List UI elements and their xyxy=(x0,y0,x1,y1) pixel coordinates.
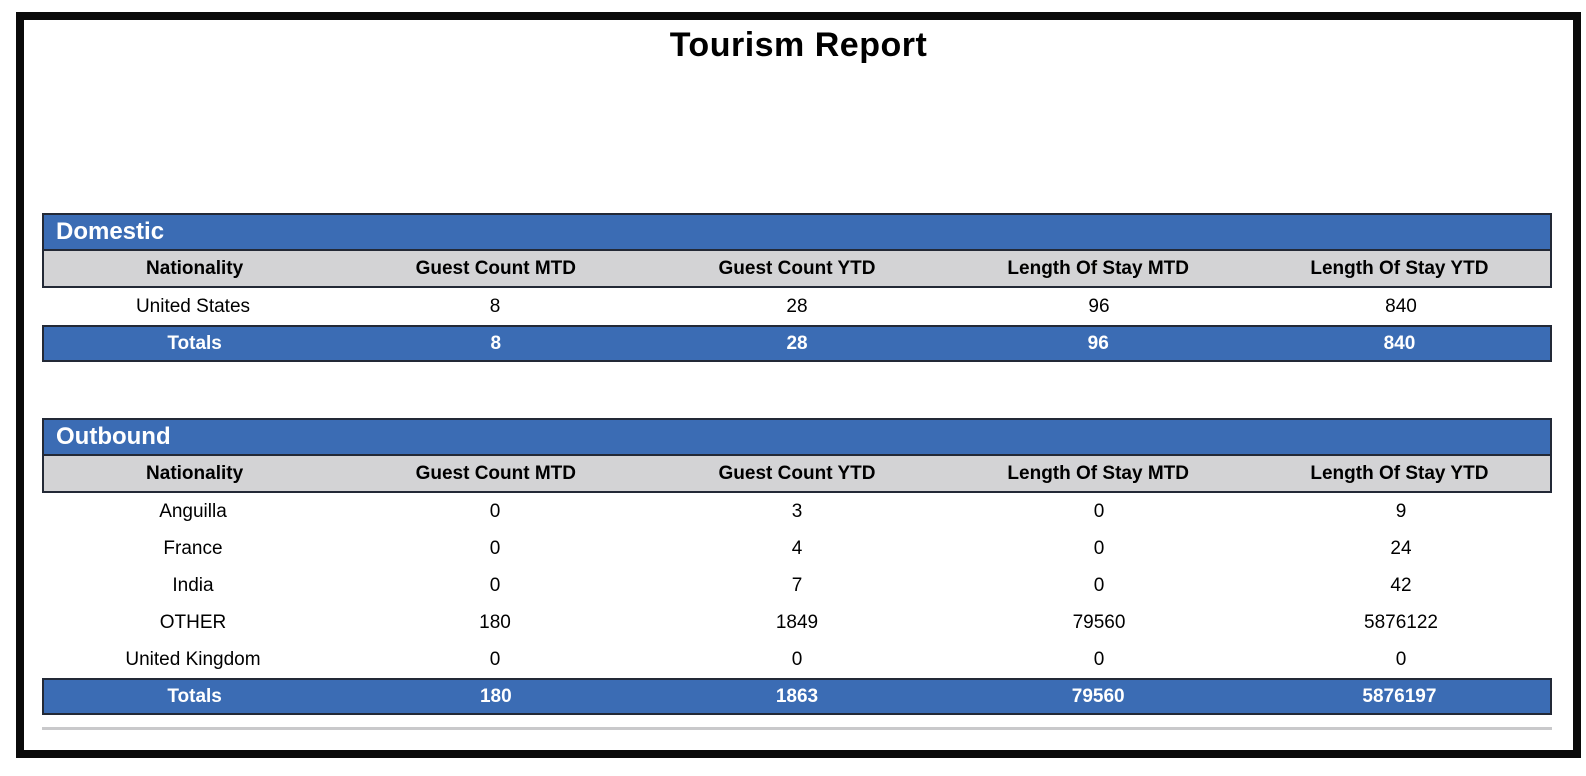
data-cell: 4 xyxy=(791,537,803,559)
column-header-guest-count-mtd: Guest Count MTD xyxy=(415,257,577,279)
column-header-nationality: Nationality xyxy=(146,257,244,279)
nationality-cell: India xyxy=(172,574,214,596)
totals-cell: 840 xyxy=(1383,332,1416,354)
column-header-guest-count-mtd: Guest Count MTD xyxy=(415,462,577,484)
column-header-guest-count-ytd: Guest Count YTD xyxy=(718,462,876,484)
data-cell: 79560 xyxy=(1072,611,1126,633)
data-cell: 0 xyxy=(489,574,501,596)
table-row: India 0 7 0 42 xyxy=(42,567,1552,604)
data-cell: 8 xyxy=(489,295,501,317)
table-row: United States 8 28 96 840 xyxy=(42,288,1552,325)
domestic-section-header: Domestic xyxy=(42,213,1552,251)
domestic-totals-row: Totals 8 28 96 840 xyxy=(42,325,1552,362)
data-cell: 24 xyxy=(1390,537,1412,559)
table-row: France 0 4 0 24 xyxy=(42,530,1552,567)
outbound-table: Outbound Nationality Guest Count MTD Gue… xyxy=(42,418,1552,730)
domestic-column-header-row: Nationality Guest Count MTD Guest Count … xyxy=(42,251,1552,288)
data-cell: 0 xyxy=(791,648,803,670)
report-frame: Tourism Report Domestic Nationality Gues… xyxy=(16,12,1581,758)
data-cell: 0 xyxy=(1093,537,1105,559)
column-header-length-of-stay-ytd: Length Of Stay YTD xyxy=(1310,257,1489,279)
totals-cell: 96 xyxy=(1087,332,1109,354)
data-cell: 0 xyxy=(1395,648,1407,670)
totals-cell: 180 xyxy=(479,685,512,707)
totals-label: Totals xyxy=(167,685,222,707)
data-cell: 28 xyxy=(786,295,808,317)
data-cell: 5876122 xyxy=(1364,611,1438,633)
outbound-totals-row: Totals 180 1863 79560 5876197 xyxy=(42,678,1552,715)
column-header-guest-count-ytd: Guest Count YTD xyxy=(718,257,876,279)
data-cell: 0 xyxy=(489,537,501,559)
totals-cell: 8 xyxy=(490,332,502,354)
data-cell: 42 xyxy=(1390,574,1412,596)
nationality-cell: United Kingdom xyxy=(125,648,261,670)
outbound-section-header: Outbound xyxy=(42,418,1552,456)
data-cell: 7 xyxy=(791,574,803,596)
nationality-cell: United States xyxy=(135,295,251,317)
domestic-table: Domestic Nationality Guest Count MTD Gue… xyxy=(42,213,1552,362)
data-cell: 0 xyxy=(1093,574,1105,596)
report-title: Tourism Report xyxy=(669,26,928,64)
data-cell: 840 xyxy=(1385,295,1417,317)
data-cell: 0 xyxy=(1093,500,1105,522)
data-cell: 3 xyxy=(791,500,803,522)
nationality-cell: France xyxy=(163,537,223,559)
column-header-nationality: Nationality xyxy=(146,462,244,484)
section-title: Outbound xyxy=(56,423,171,450)
column-header-length-of-stay-ytd: Length Of Stay YTD xyxy=(1310,462,1489,484)
data-cell: 96 xyxy=(1088,295,1110,317)
totals-cell: 5876197 xyxy=(1362,685,1437,707)
totals-label: Totals xyxy=(167,332,222,354)
table-row: Anguilla 0 3 0 9 xyxy=(42,493,1552,530)
nationality-cell: OTHER xyxy=(159,611,227,633)
data-cell: 180 xyxy=(479,611,511,633)
column-header-length-of-stay-mtd: Length Of Stay MTD xyxy=(1007,257,1189,279)
data-cell: 9 xyxy=(1395,500,1407,522)
table-row: United Kingdom 0 0 0 0 xyxy=(42,641,1552,678)
table-row: OTHER 180 1849 79560 5876122 xyxy=(42,604,1552,641)
table-bottom-shadow xyxy=(42,727,1552,730)
totals-cell: 28 xyxy=(786,332,808,354)
totals-cell: 79560 xyxy=(1071,685,1125,707)
totals-cell: 1863 xyxy=(775,685,819,707)
column-header-length-of-stay-mtd: Length Of Stay MTD xyxy=(1007,462,1189,484)
outbound-column-header-row: Nationality Guest Count MTD Guest Count … xyxy=(42,456,1552,493)
data-cell: 0 xyxy=(489,500,501,522)
data-cell: 1849 xyxy=(775,611,819,633)
data-cell: 0 xyxy=(489,648,501,670)
nationality-cell: Anguilla xyxy=(159,500,227,522)
section-title: Domestic xyxy=(56,218,165,245)
data-cell: 0 xyxy=(1093,648,1105,670)
